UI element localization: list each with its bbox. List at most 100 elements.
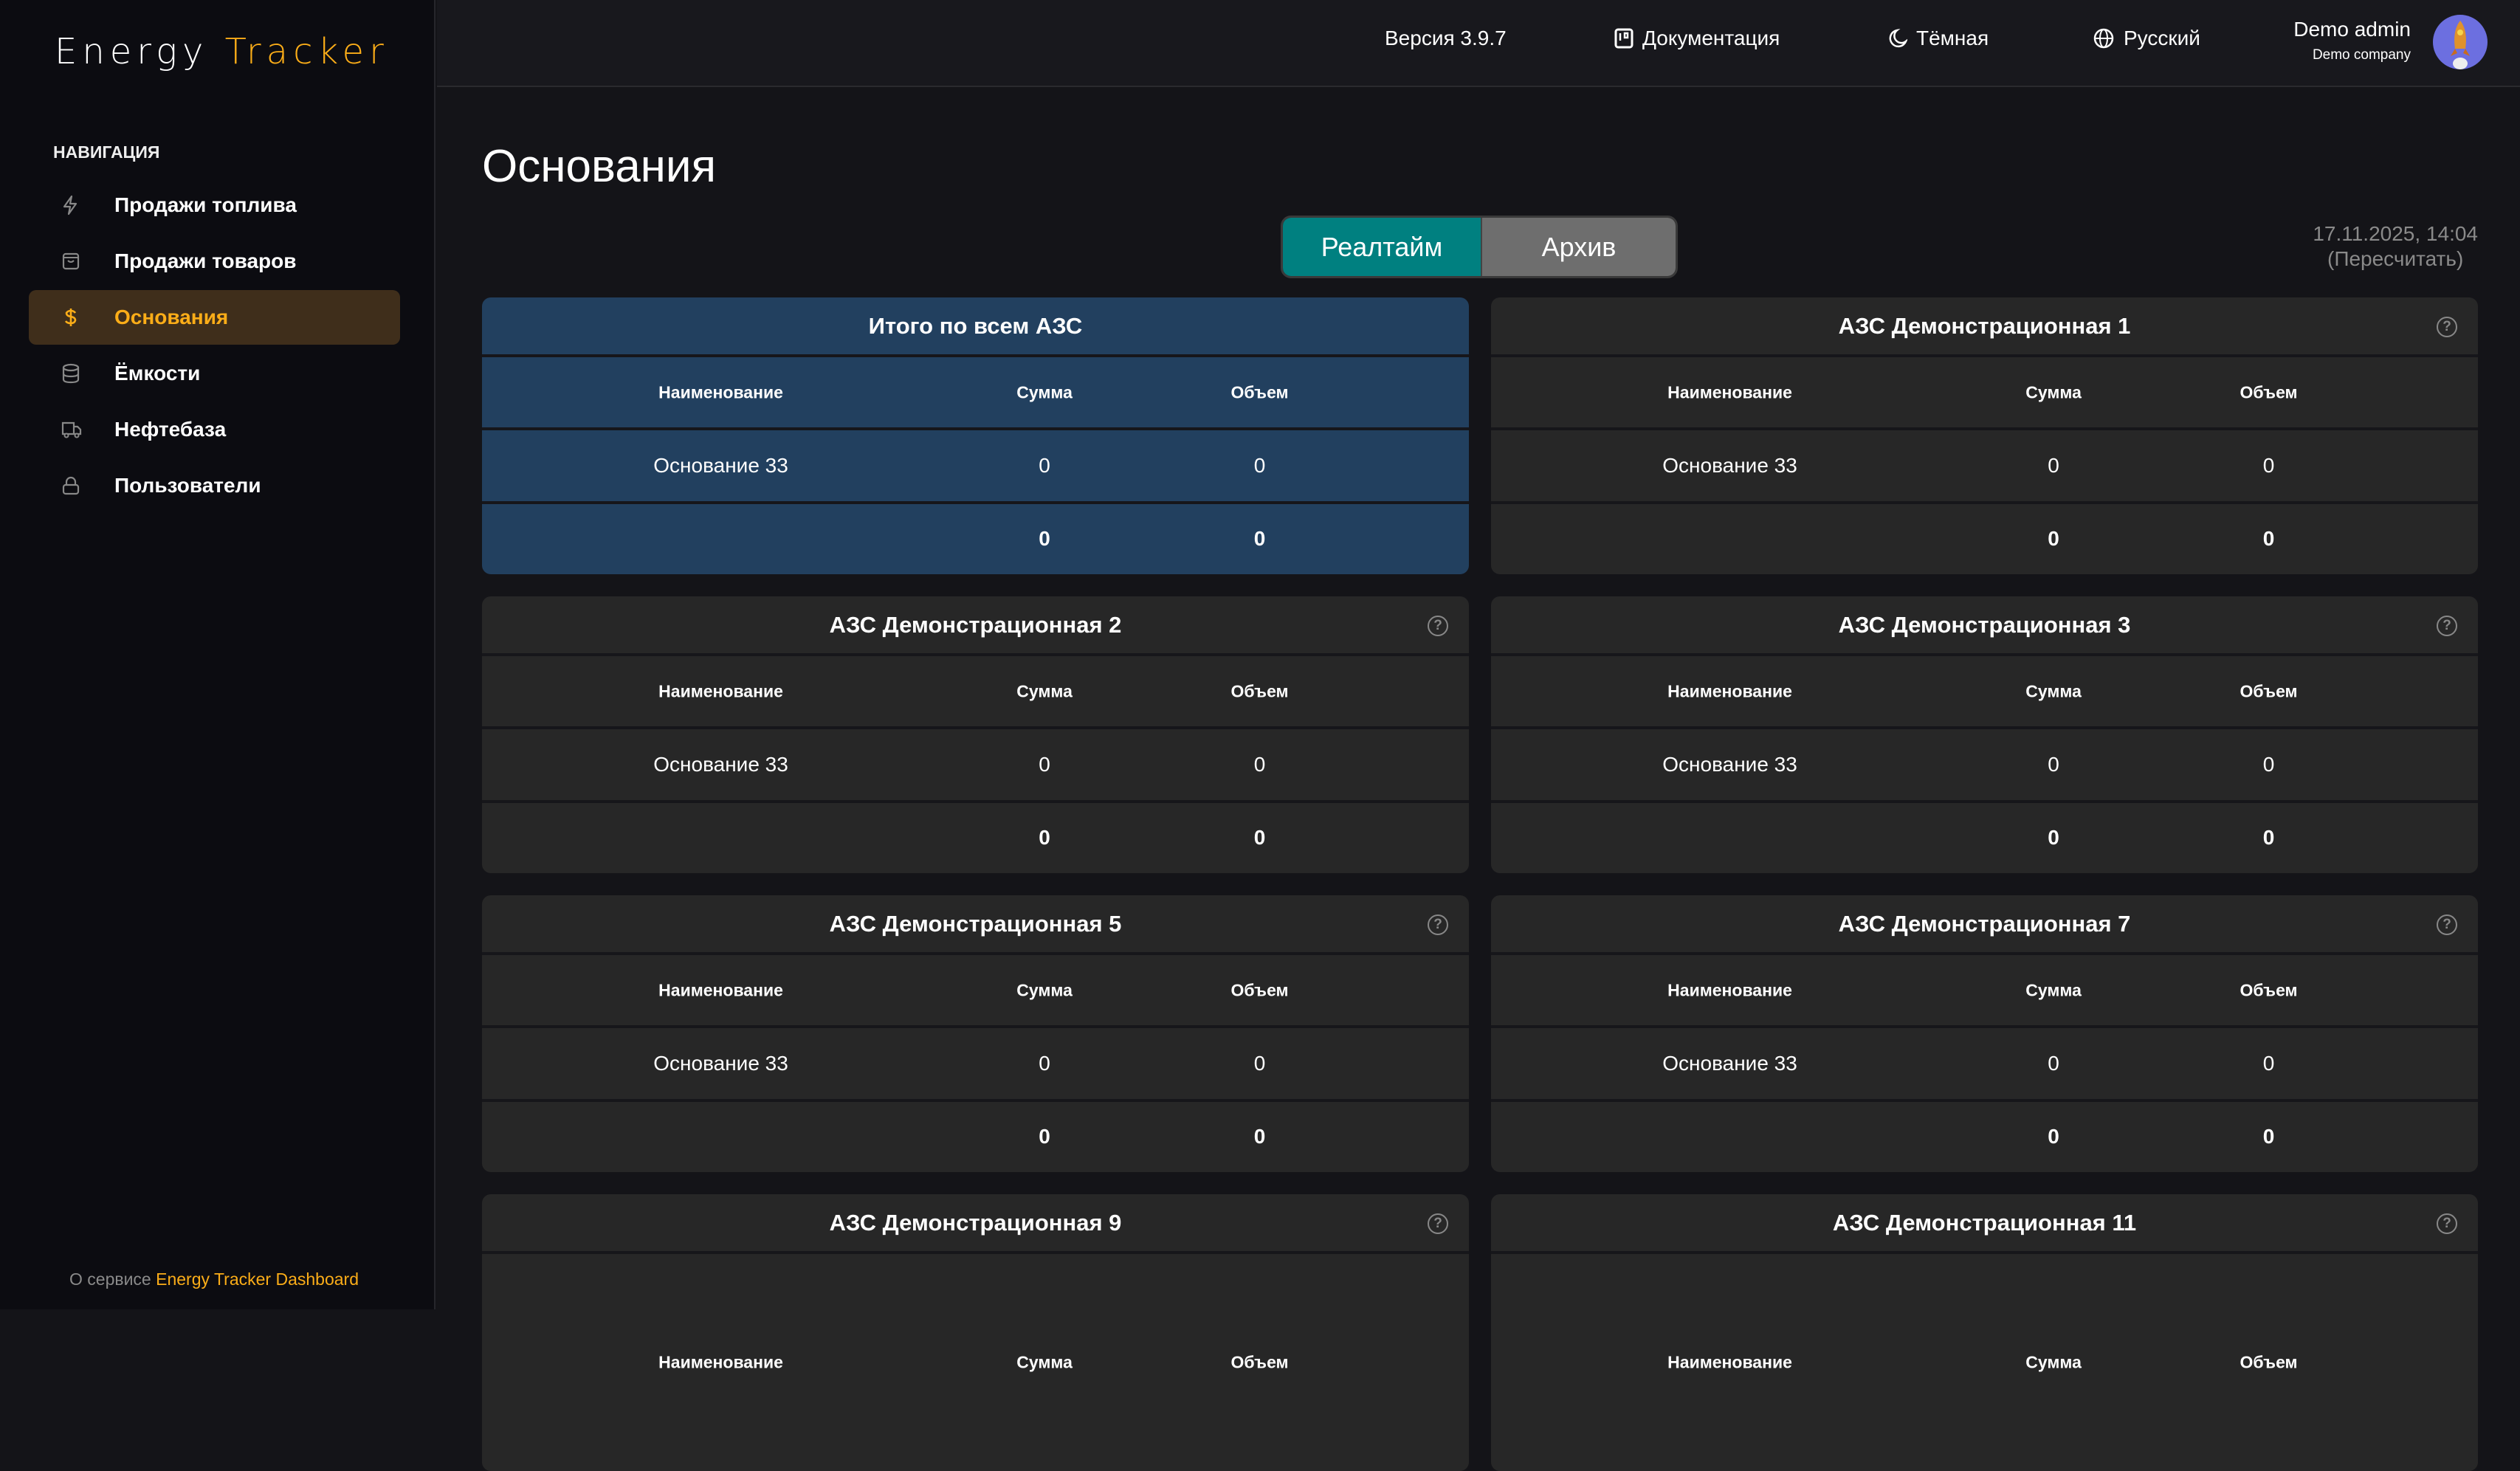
table-row: Основание 33 0 0 (482, 430, 1469, 504)
logo[interactable]: Energy Tracker (55, 31, 389, 72)
moon-icon (1889, 28, 1907, 48)
tab-realtime[interactable]: Реалтайм (1283, 218, 1481, 276)
table-header: Наименование Сумма Объем (482, 955, 1469, 1029)
column-header: Объем (1230, 382, 1289, 402)
table-cell: Основание 33 (1662, 752, 1797, 776)
station-card: Итого по всем АЗС Наименование Сумма Объем О… (482, 297, 1469, 574)
table-cell: Основание 33 (653, 1051, 788, 1075)
card-title-text: АЗС Демонстрационная 7 (1838, 910, 2131, 937)
column-header: Сумма (2025, 1352, 2082, 1372)
top-bar: Версия 3.9.7 Документация Тёмная Русский… (437, 0, 2520, 87)
card-title: АЗС Демонстрационная 5? (482, 895, 1469, 955)
table-header: Наименование Сумма Объем (482, 1254, 1469, 1471)
station-card: АЗС Демонстрационная 2? Наименование Сумма… (482, 596, 1469, 873)
docs-icon (1614, 28, 1633, 49)
table-cell: 0 (1253, 453, 1266, 477)
card-title: АЗС Демонстрационная 7? (1491, 895, 2478, 955)
tab-archive[interactable]: Архив (1481, 218, 1676, 276)
logo-text-energy: Energy (55, 31, 209, 72)
table-cell: Основание 33 (1662, 453, 1797, 477)
column-header: Сумма (2025, 382, 2082, 402)
sidebar-item-4[interactable]: Нефтебаза (29, 402, 400, 457)
total-cell: 0 (1039, 527, 1050, 551)
sidebar-item-label: Продажи топлива (114, 193, 297, 216)
theme-text: Тёмная (1916, 27, 1989, 49)
language-select[interactable]: Русский (2093, 27, 2200, 50)
docs-text: Документация (1642, 27, 1780, 49)
total-cell: 0 (2048, 527, 2059, 551)
help-icon[interactable]: ? (2437, 317, 2457, 337)
total-cell: 0 (2262, 1125, 2275, 1148)
table-header: Наименование Сумма Объем (1491, 656, 2478, 730)
help-icon[interactable]: ? (2437, 1213, 2457, 1234)
help-icon[interactable]: ? (1428, 914, 1448, 935)
footer: О сервисе Energy Tracker Dashboard (69, 1270, 359, 1289)
nav-heading: НАВИГАЦИЯ (53, 142, 160, 162)
user-name: Demo admin (2293, 18, 2411, 41)
version-label: Версия 3.9.7 (1385, 27, 1507, 50)
help-icon[interactable]: ? (1428, 616, 1448, 636)
card-title-text: АЗС Демонстрационная 9 (829, 1209, 1122, 1236)
table-cell: 0 (1039, 453, 1050, 477)
help-icon[interactable]: ? (2437, 914, 2457, 935)
table-cell: 0 (2048, 453, 2059, 477)
truck-icon (54, 419, 89, 440)
dollar-icon (54, 307, 89, 328)
sidebar-item-2[interactable]: Основания (29, 290, 400, 345)
table-cell: Основание 33 (653, 453, 788, 477)
column-header: Наименование (1667, 681, 1792, 701)
total-cell: 0 (1253, 826, 1266, 850)
column-header: Объем (1230, 980, 1289, 1000)
column-header: Сумма (2025, 681, 2082, 701)
column-header: Наименование (658, 980, 783, 1000)
table-cell: Основание 33 (653, 752, 788, 776)
theme-toggle[interactable]: Тёмная (1888, 27, 1989, 50)
mode-toggle: Реалтайм Архив (1281, 216, 1678, 278)
card-title: АЗС Демонстрационная 2? (482, 596, 1469, 656)
table-cell: 0 (2048, 1051, 2059, 1075)
docs-link[interactable]: Документация (1614, 27, 1780, 50)
sidebar-item-5[interactable]: Пользователи (29, 458, 400, 513)
table-header: Наименование Сумма Объем (1491, 1254, 2478, 1471)
sidebar-item-3[interactable]: Ёмкости (29, 346, 400, 401)
column-header: Сумма (1016, 382, 1073, 402)
footer-link[interactable]: Energy Tracker Dashboard (156, 1270, 359, 1289)
station-card: АЗС Демонстрационная 1? Наименование Сумма… (1491, 297, 2478, 574)
station-card: АЗС Демонстрационная 5? Наименование Сумма… (482, 895, 1469, 1172)
nav-list: Продажи топлива Продажи товаров Основания Ё… (29, 178, 400, 514)
station-card: АЗС Демонстрационная 3? Наименование Сумма… (1491, 596, 2478, 873)
table-row: Основание 33 0 0 (482, 1028, 1469, 1102)
total-cell: 0 (2262, 527, 2275, 551)
avatar[interactable] (2433, 15, 2488, 69)
card-title: АЗС Демонстрационная 11? (1491, 1194, 2478, 1254)
column-header: Объем (1230, 1352, 1289, 1372)
language-text: Русский (2124, 27, 2200, 49)
recalculate-link[interactable]: (Пересчитать) (2327, 247, 2464, 270)
station-card: АЗС Демонстрационная 7? Наименование Сумма… (1491, 895, 2478, 1172)
table-cell: Основание 33 (1662, 1051, 1797, 1075)
column-header: Сумма (1016, 681, 1073, 701)
column-header: Объем (2240, 681, 2298, 701)
sidebar-item-label: Нефтебаза (114, 418, 227, 441)
card-title: АЗС Демонстрационная 1? (1491, 297, 2478, 357)
help-icon[interactable]: ? (2437, 616, 2457, 636)
version-text: Версия 3.9.7 (1385, 27, 1507, 49)
station-card: АЗС Демонстрационная 11? Наименование Сумм… (1491, 1194, 2478, 1471)
sidebar-item-label: Пользователи (114, 474, 261, 497)
table-header: Наименование Сумма Объем (482, 656, 1469, 730)
sidebar-item-1[interactable]: Продажи товаров (29, 234, 400, 289)
company-name: Demo company (2312, 47, 2411, 63)
total-cell: 0 (2048, 1125, 2059, 1148)
column-header: Сумма (2025, 980, 2082, 1000)
user-menu[interactable]: Demo admin Demo company (2293, 18, 2411, 63)
card-title-text: АЗС Демонстрационная 1 (1838, 312, 2131, 339)
sidebar-item-label: Продажи товаров (114, 249, 297, 272)
sidebar-item-0[interactable]: Продажи топлива (29, 178, 400, 232)
help-icon[interactable]: ? (1428, 1213, 1448, 1234)
footer-prefix: О сервисе (69, 1270, 151, 1289)
total-cell: 0 (1039, 826, 1050, 850)
table-cell: 0 (1039, 752, 1050, 776)
